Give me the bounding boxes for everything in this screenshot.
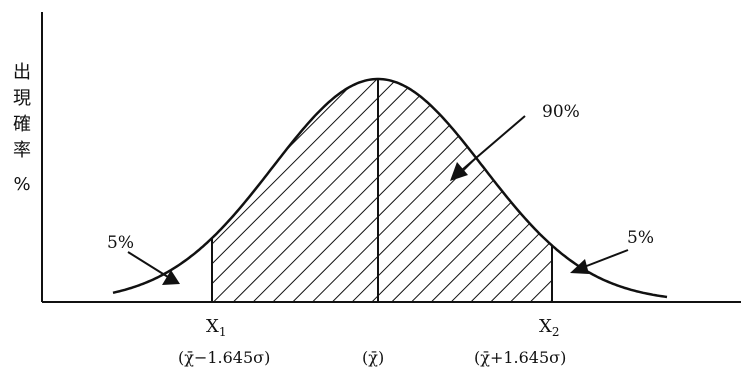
label-right-5-percent: 5%	[627, 228, 654, 248]
label-left-5-percent: 5%	[107, 233, 134, 253]
y-axis-unit: %	[13, 174, 31, 195]
label-90-percent: 90%	[542, 102, 580, 122]
arrow-right-5	[570, 249, 629, 274]
arrow-left-5	[127, 251, 180, 285]
y-axis-label-char: 現	[13, 88, 31, 109]
bell-curve	[112, 77, 668, 299]
x1-label: X1	[206, 316, 226, 339]
arrow-90	[450, 115, 526, 181]
y-axis-label-char: 率	[13, 140, 31, 161]
y-axis-label-char: 出	[13, 62, 31, 83]
x1-formula: (χ̄−1.645σ)	[178, 348, 270, 367]
x2-formula: (χ̄+1.645σ)	[474, 348, 566, 367]
x2-label: X2	[539, 316, 559, 339]
mean-formula: (χ̄)	[362, 348, 384, 367]
shaded-area-90	[212, 79, 552, 302]
y-axis-label-char: 確	[13, 114, 31, 135]
